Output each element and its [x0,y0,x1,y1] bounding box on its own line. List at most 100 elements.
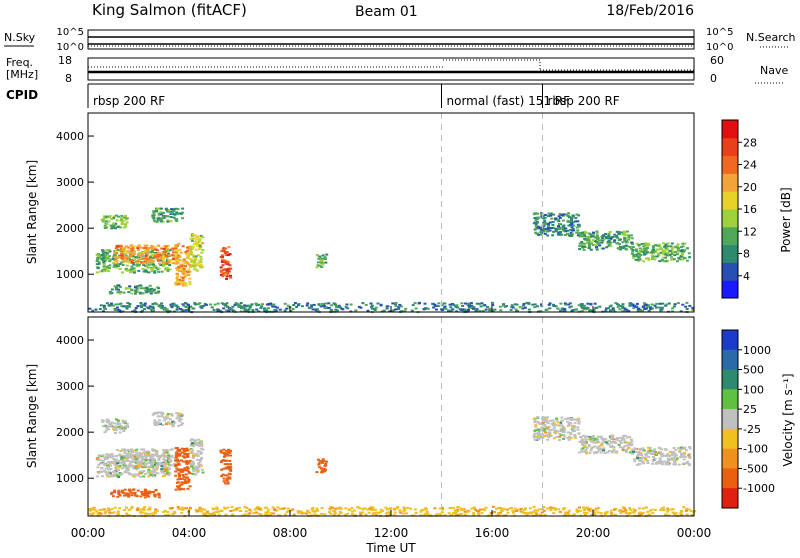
heatmap-cell [222,272,226,275]
heatmap-cell [424,507,428,510]
heatmap-cell [600,437,604,440]
heatmap-cell [551,424,555,427]
heatmap-cell [167,422,170,425]
heatmap-cell [118,465,122,468]
heatmap-cell [436,305,440,308]
heatmap-cell [315,308,319,311]
beam-title: Beam 01 [355,4,418,20]
heatmap-cell [189,245,193,248]
heatmap-cell [655,255,659,258]
heatmap-cell [118,292,122,295]
heatmap-cell [181,264,185,267]
heatmap-cell [127,246,131,249]
heatmap-cell [154,471,158,474]
freq-label-line2: [MHz] [6,68,38,81]
heatmap-cell [543,214,547,216]
heatmap-cell [605,442,609,445]
heatmap-cell [346,307,350,310]
heatmap-cell [142,448,145,451]
heatmap-cell [171,513,175,516]
heatmap-cell [126,455,130,458]
heatmap-cell [95,271,99,274]
heatmap-cell [590,310,594,312]
heatmap-cell [186,476,190,479]
heatmap-cell [394,302,398,304]
colorbar-step [722,349,738,371]
heatmap-cell [568,306,572,309]
heatmap-cell [535,305,539,308]
heatmap-cell [323,469,327,472]
heatmap-cell [109,467,113,470]
heatmap-cell [657,451,661,453]
heatmap-cell [206,510,209,513]
heatmap-cell [516,508,520,511]
heatmap-cell [572,513,576,516]
heatmap-cell [541,416,545,419]
heatmap-cell [194,264,198,267]
heatmap-cell [670,253,674,256]
heatmap-cell [164,416,168,419]
heatmap-cell [182,455,185,458]
heatmap-cell [156,219,160,222]
heatmap-cell [194,263,198,266]
heatmap-cell [661,253,665,256]
heatmap-cell [174,474,178,477]
heatmap-cell [563,307,567,310]
heatmap-cell [189,444,193,447]
heatmap-cell [154,248,158,251]
heatmap-cell [561,219,565,222]
heatmap-cell [104,220,108,223]
heatmap-cell [593,512,597,515]
heatmap-cell [219,509,223,512]
heatmap-cell [661,256,665,259]
heatmap-cell [630,443,634,446]
heatmap-cell [624,309,628,312]
heatmap-cell [163,459,167,462]
heatmap-cell [570,226,574,229]
heatmap-cell [609,512,613,515]
heatmap-cell [173,282,177,285]
heatmap-cell [332,510,336,512]
heatmap-cell [591,239,595,242]
heatmap-cell [157,494,161,496]
heatmap-cell [148,263,152,266]
heatmap-cell [367,507,371,510]
heatmap-cell [143,506,147,509]
heatmap-cell [631,511,635,514]
heatmap-cell [543,435,547,438]
velocity-colorbar-label: Velocity [m s⁻¹] [781,373,795,466]
heatmap-cell [639,458,643,461]
heatmap-cell [539,310,543,313]
heatmap-cell [220,459,224,462]
heatmap-cell [170,208,174,211]
heatmap-cell [688,256,692,259]
heatmap-cell [162,262,166,265]
heatmap-cell [616,242,620,245]
heatmap-cell [209,303,213,306]
heatmap-cell [580,240,584,243]
heatmap-cell [243,305,247,308]
heatmap-cell [105,267,109,270]
heatmap-cell [673,461,677,464]
heatmap-cell [151,448,155,451]
heatmap-cell [178,508,182,511]
heatmap-cell [197,261,201,264]
heatmap-cell [286,507,290,510]
heatmap-cell [116,291,120,294]
heatmap-cell [145,259,149,262]
heatmap-cell [663,252,667,255]
heatmap-cell [160,465,164,468]
heatmap-cell [145,244,149,247]
heatmap-cell [175,212,179,215]
heatmap-cell [152,219,156,222]
heatmap-cell [598,305,602,308]
heatmap-cell [655,306,658,309]
heatmap-cell [645,257,648,260]
heatmap-cell [660,259,664,262]
heatmap-cell [103,307,107,310]
heatmap-cell [178,270,182,272]
heatmap-cell [152,245,156,248]
heatmap-cell [178,279,182,281]
heatmap-cell [683,452,687,455]
heatmap-cell [117,475,121,478]
